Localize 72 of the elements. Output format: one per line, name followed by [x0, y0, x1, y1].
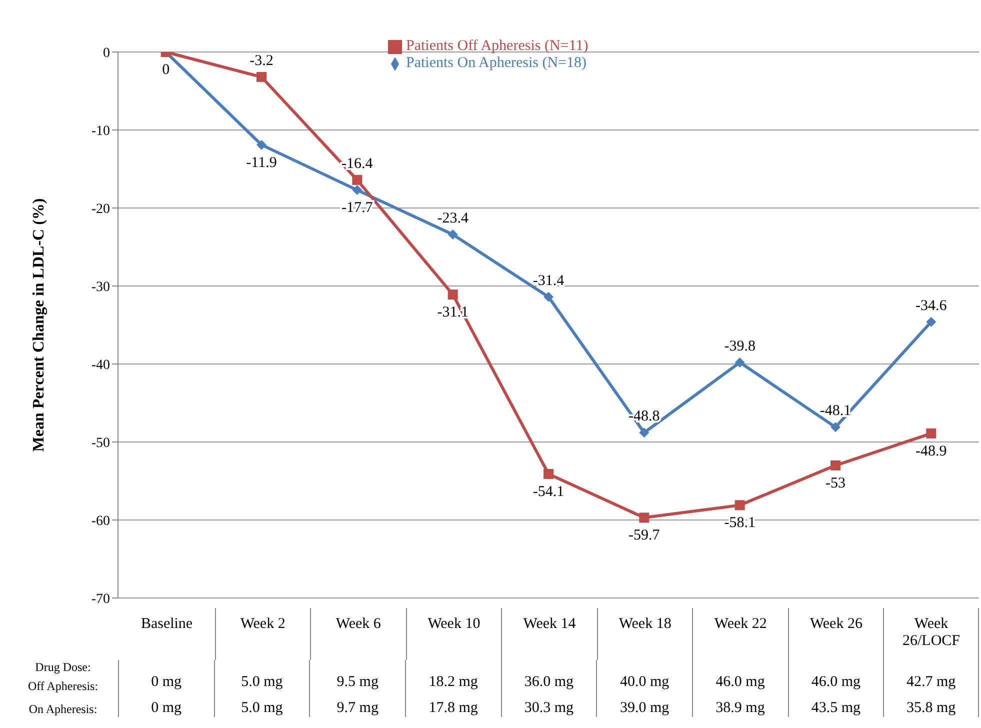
point — [639, 512, 650, 523]
point — [448, 230, 458, 240]
point — [926, 316, 936, 327]
data-label: -11.9 — [246, 154, 277, 171]
text: 17.8 mg — [404, 694, 501, 717]
text: 35.8 mg — [883, 694, 979, 717]
y-tick-label: -50 — [91, 436, 110, 451]
x-tick-label: Week 26/LOCF — [883, 608, 980, 660]
data-label: -48.1 — [820, 403, 852, 420]
x-tick-label: Baseline — [140, 615, 194, 634]
data-label: -34.6 — [916, 298, 948, 314]
point — [734, 500, 745, 510]
data-label: -16.4 — [342, 156, 374, 172]
point — [256, 72, 266, 82]
point — [830, 422, 840, 432]
data-label: -48.9 — [916, 443, 947, 460]
data-label: -53 — [826, 475, 846, 492]
text: 5.0 mg — [214, 694, 310, 717]
y-tick-label: -30 — [91, 280, 110, 295]
data-label: -59.7 — [628, 528, 660, 544]
data-label: -3.2 — [250, 52, 274, 69]
point — [544, 468, 554, 479]
text: 0 mg — [118, 694, 214, 717]
x-tick-label: Week 26 — [788, 608, 884, 660]
x-tick-label: Week 6 — [310, 608, 406, 660]
text: 40.0 mg — [596, 660, 692, 694]
text: Off Apheresis: — [26, 678, 100, 694]
data-label: -23.4 — [437, 210, 469, 227]
legend-label: Patients On Apheresis (N=18) — [406, 55, 587, 71]
point — [256, 140, 266, 150]
point — [448, 290, 458, 300]
text: 0 mg — [118, 660, 214, 694]
text: Drug Dose: — [34, 660, 92, 675]
text: 36.0 mg — [500, 660, 596, 694]
y-axis-title: Mean Percent Change in LDL-C (%) — [30, 198, 48, 452]
point — [352, 185, 362, 196]
text: 46.0 mg — [788, 660, 884, 694]
text: 38.9 mg — [692, 694, 788, 717]
point — [544, 292, 554, 302]
x-tick-label: Week 2 — [214, 608, 310, 660]
point — [639, 428, 650, 438]
x-tick-label: Week 10 — [406, 608, 502, 660]
data-label: 0 — [162, 62, 170, 78]
y-tick-label: -40 — [91, 358, 110, 373]
legend-label: Patients Off Apheresis (N=11) — [406, 38, 588, 54]
x-tick-label: Week 14 — [501, 608, 597, 660]
point — [352, 174, 362, 185]
data-label: -58.1 — [724, 515, 756, 532]
data-label: -17.7 — [342, 200, 374, 216]
text: 46.0 mg — [692, 660, 788, 694]
point — [734, 357, 745, 368]
text: 18.2 mg — [404, 660, 501, 694]
data-label: -39.8 — [724, 338, 756, 354]
y-tick-label: 0 — [103, 46, 110, 61]
data-label: -31.4 — [532, 272, 565, 289]
y-tick-label: -60 — [91, 514, 110, 529]
x-tick-label: Week 22 — [692, 608, 788, 660]
text: 9.5 mg — [309, 660, 405, 694]
data-label: -54.1 — [532, 484, 564, 500]
text: 39.0 mg — [596, 694, 692, 717]
text: 5.0 mg — [214, 660, 310, 694]
text: 9.7 mg — [309, 694, 405, 717]
y-tick-label: -70 — [91, 592, 110, 607]
text: 42.7 mg — [883, 660, 979, 694]
text: 30.3 mg — [500, 694, 596, 717]
y-tick-label: -10 — [91, 124, 110, 139]
point — [830, 460, 840, 470]
y-tick-label: -20 — [91, 202, 110, 217]
text: On Apheresis: — [28, 701, 98, 717]
point — [926, 428, 936, 438]
x-tick-label: Week 18 — [596, 608, 692, 660]
text: 43.5 mg — [788, 694, 884, 717]
